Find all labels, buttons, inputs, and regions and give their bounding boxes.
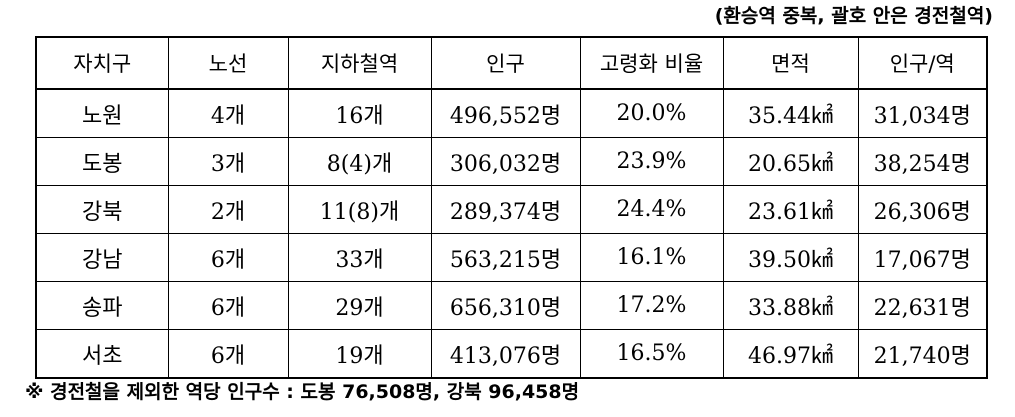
- cell-population-per-station: 38,254명: [857, 137, 988, 186]
- cell-area: 33.88㎢: [722, 281, 859, 330]
- header-district: 자치구: [35, 36, 169, 90]
- table-row: 송파 6개 29개 656,310명 17.2% 33.88㎢ 22,631명: [35, 281, 988, 330]
- cell-area: 39.50㎢: [722, 233, 859, 282]
- cell-population: 413,076명: [430, 329, 581, 379]
- table-header: 자치구 노선 지하철역 인구 고령화 비율 면적 인구/역: [35, 36, 988, 90]
- header-population-per-station: 인구/역: [857, 36, 988, 90]
- cell-population-per-station: 22,631명: [857, 281, 988, 330]
- cell-aging-ratio: 24.4%: [579, 185, 724, 234]
- header-aging-ratio: 고령화 비율: [579, 36, 724, 90]
- cell-stations: 19개: [287, 329, 432, 379]
- cell-area: 46.97㎢: [722, 329, 859, 379]
- cell-area: 23.61㎢: [722, 185, 859, 234]
- footnote: ※ 경전철을 제외한 역당 인구수 : 도봉 76,508명, 강북 96,45…: [25, 381, 580, 403]
- table-row: 강북 2개 11(8)개 289,374명 24.4% 23.61㎢ 26,30…: [35, 185, 988, 234]
- cell-district: 서초: [35, 329, 169, 379]
- cell-population: 656,310명: [430, 281, 581, 330]
- cell-district: 노원: [35, 88, 169, 138]
- cell-lines: 2개: [167, 185, 289, 234]
- cell-stations: 11(8)개: [287, 185, 432, 234]
- cell-population-per-station: 26,306명: [857, 185, 988, 234]
- cell-stations: 16개: [287, 88, 432, 138]
- cell-aging-ratio: 16.1%: [579, 233, 724, 282]
- cell-lines: 3개: [167, 137, 289, 186]
- header-area: 면적: [722, 36, 859, 90]
- cell-aging-ratio: 20.0%: [579, 88, 724, 138]
- cell-population-per-station: 21,740명: [857, 329, 988, 379]
- cell-population-per-station: 31,034명: [857, 88, 988, 138]
- cell-population: 563,215명: [430, 233, 581, 282]
- cell-population: 289,374명: [430, 185, 581, 234]
- cell-stations: 29개: [287, 281, 432, 330]
- cell-stations: 8(4)개: [287, 137, 432, 186]
- header-row: 자치구 노선 지하철역 인구 고령화 비율 면적 인구/역: [35, 36, 988, 90]
- cell-aging-ratio: 23.9%: [579, 137, 724, 186]
- cell-lines: 6개: [167, 233, 289, 282]
- cell-district: 송파: [35, 281, 169, 330]
- table-row: 서초 6개 19개 413,076명 16.5% 46.97㎢ 21,740명: [35, 329, 988, 379]
- table-caption-note: (환승역 중복, 괄호 안은 경전철역): [714, 5, 993, 27]
- table-row: 강남 6개 33개 563,215명 16.1% 39.50㎢ 17,067명: [35, 233, 988, 282]
- cell-population: 306,032명: [430, 137, 581, 186]
- table-body: 노원 4개 16개 496,552명 20.0% 35.44㎢ 31,034명 …: [35, 88, 988, 379]
- header-population: 인구: [430, 36, 581, 90]
- table-row: 노원 4개 16개 496,552명 20.0% 35.44㎢ 31,034명: [35, 88, 988, 138]
- cell-district: 강북: [35, 185, 169, 234]
- cell-stations: 33개: [287, 233, 432, 282]
- cell-area: 20.65㎢: [722, 137, 859, 186]
- cell-population-per-station: 17,067명: [857, 233, 988, 282]
- header-stations: 지하철역: [287, 36, 432, 90]
- cell-district: 도봉: [35, 137, 169, 186]
- cell-district: 강남: [35, 233, 169, 282]
- district-subway-table-container: 자치구 노선 지하철역 인구 고령화 비율 면적 인구/역 노원 4개 16개 …: [35, 36, 988, 379]
- cell-area: 35.44㎢: [722, 88, 859, 138]
- cell-aging-ratio: 17.2%: [579, 281, 724, 330]
- cell-lines: 6개: [167, 281, 289, 330]
- cell-population: 496,552명: [430, 88, 581, 138]
- cell-lines: 6개: [167, 329, 289, 379]
- table-row: 도봉 3개 8(4)개 306,032명 23.9% 20.65㎢ 38,254…: [35, 137, 988, 186]
- header-lines: 노선: [167, 36, 289, 90]
- district-subway-table: 자치구 노선 지하철역 인구 고령화 비율 면적 인구/역 노원 4개 16개 …: [35, 36, 988, 379]
- cell-aging-ratio: 16.5%: [579, 329, 724, 379]
- cell-lines: 4개: [167, 88, 289, 138]
